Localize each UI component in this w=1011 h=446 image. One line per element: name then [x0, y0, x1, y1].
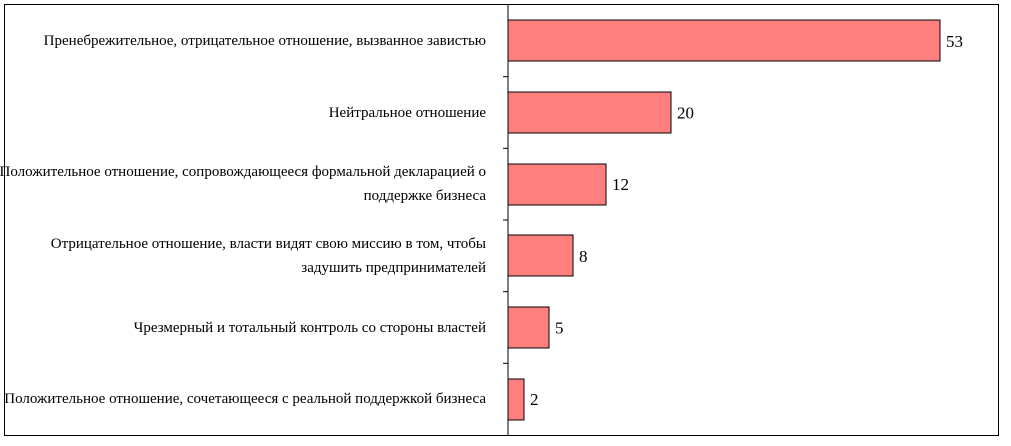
bar: [507, 378, 525, 421]
category-label: Отрицательное отношение, власти видят св…: [50, 236, 486, 276]
data-label: 2: [530, 390, 539, 409]
bar: [507, 306, 550, 349]
category-label: Положительное отношение, сопровождающеес…: [0, 164, 486, 204]
bar: [507, 19, 941, 62]
data-label: 12: [612, 175, 629, 194]
data-label: 5: [555, 319, 564, 338]
bar: [507, 91, 672, 134]
chart-frame: Пренебрежительное, отрицательное отношен…: [0, 4, 999, 436]
bar-chart: 53 20 12 8 5 2: [503, 5, 963, 435]
data-label: 53: [946, 32, 963, 51]
category-label: Нейтральное отношение: [328, 105, 486, 121]
data-label: 8: [579, 247, 588, 266]
data-label: 20: [677, 104, 694, 123]
category-label: Пренебрежительное, отрицательное отношен…: [43, 33, 486, 49]
bar: [507, 163, 607, 206]
category-label: Положительное отношение, сочетающееся с …: [4, 391, 486, 407]
bar: [507, 234, 574, 277]
category-label: Чрезмерный и тотальный контроль со сторо…: [133, 320, 486, 336]
